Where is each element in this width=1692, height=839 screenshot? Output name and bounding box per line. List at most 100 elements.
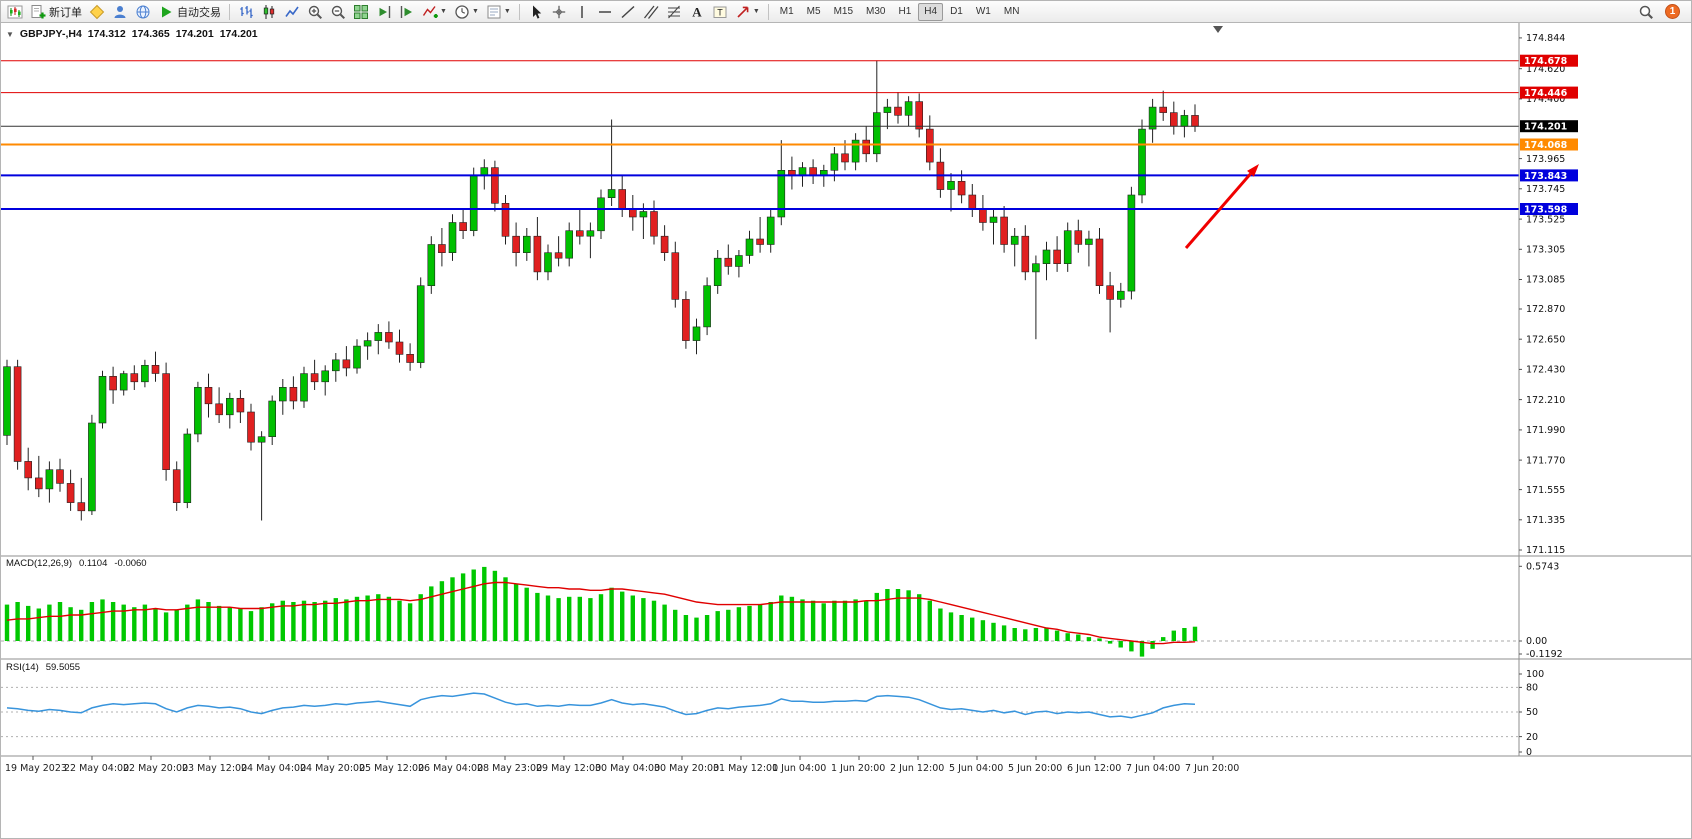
timeframe-d1-button[interactable]: D1: [950, 6, 963, 17]
svg-text:0: 0: [1526, 747, 1532, 758]
resistance-line-1-price-tag: 174.678: [1520, 54, 1578, 67]
time-axis-label: 29 May 12:00: [536, 763, 601, 774]
periods-button[interactable]: ▼: [451, 2, 482, 22]
auto-scroll-icon: [379, 5, 391, 18]
search-button[interactable]: [1635, 2, 1657, 22]
fibonacci-button[interactable]: [663, 2, 685, 22]
price-axis-label: 171.335: [1526, 515, 1565, 526]
price-axis-label: 173.525: [1526, 214, 1565, 225]
time-axis-label: 5 Jun 04:00: [949, 763, 1003, 774]
line-chart-button[interactable]: [281, 2, 303, 22]
svg-text:174.446: 174.446: [1524, 88, 1568, 99]
text-button[interactable]: A: [686, 2, 708, 22]
price-axis[interactable]: 174.844 174.620 174.400 173.965 173.745 173.5…: [1519, 33, 1578, 556]
metaeditor-icon: [89, 4, 105, 19]
horizontal-line-button[interactable]: [594, 2, 616, 22]
macd-name: MACD(12,26,9): [6, 558, 72, 569]
timeframe-m15-button[interactable]: M15: [833, 6, 854, 17]
zoom-in-button[interactable]: [304, 2, 326, 22]
notification-badge[interactable]: 1: [1665, 4, 1680, 19]
new-chart-button[interactable]: [4, 2, 26, 22]
channel-icon: [643, 5, 659, 19]
tile-windows-icon: [354, 4, 368, 19]
time-axis-label: 24 May 04:00: [241, 763, 306, 774]
timeframe-mn-button[interactable]: MN: [1003, 6, 1020, 17]
zoom-out-button[interactable]: [327, 2, 349, 22]
collapse-ohlc-icon[interactable]: ▼: [6, 29, 14, 39]
timeframe-h1-button[interactable]: H1: [898, 6, 912, 17]
chart-header: ▼ GBPJPY-,H4 174.312 174.365 174.201 174…: [6, 28, 258, 40]
auto-scroll-button[interactable]: [373, 2, 395, 22]
timeframe-w1-button[interactable]: W1: [975, 6, 991, 17]
chevron-down-icon: ▼: [471, 8, 479, 15]
timeframe-m5-button[interactable]: M5: [806, 6, 821, 17]
cursor-button[interactable]: [525, 2, 547, 22]
arrows-button[interactable]: ▼: [732, 2, 763, 22]
trendline-icon: [621, 5, 635, 18]
navigator-button[interactable]: [132, 2, 154, 22]
arrows-icon: [737, 6, 749, 18]
price-axis-label: 172.870: [1526, 304, 1565, 315]
candlestick-chart-button[interactable]: [258, 2, 280, 22]
templates-icon: [487, 5, 501, 18]
trend-arrow[interactable]: [1184, 164, 1259, 249]
time-axis-label: 26 May 04:00: [418, 763, 483, 774]
chevron-down-icon: ▼: [503, 8, 511, 15]
cursor-icon: [532, 5, 542, 19]
support-line-2-price-tag: 173.598: [1520, 203, 1578, 215]
new-order-button-label: 新订单: [49, 6, 82, 19]
indicators-button[interactable]: ▼: [419, 2, 450, 22]
crosshair-button[interactable]: [548, 2, 570, 22]
rsi-name: RSI(14): [6, 662, 39, 673]
chart-shift-button[interactable]: [396, 2, 418, 22]
rsi-value: 59.5055: [45, 662, 81, 673]
price-chart[interactable]: 174.844 174.620 174.400 173.965 173.745 173.5…: [1, 23, 1692, 839]
tile-windows-button[interactable]: [350, 2, 372, 22]
community-button[interactable]: [109, 2, 131, 22]
price-axis-label: 171.770: [1526, 455, 1565, 466]
time-axis-label: 30 May 04:00: [595, 763, 660, 774]
svg-text:174.068: 174.068: [1524, 140, 1568, 151]
price-axis-label: 172.430: [1526, 365, 1565, 376]
bar-chart-button[interactable]: [235, 2, 257, 22]
time-axis-label: 2 Jun 12:00: [890, 763, 944, 774]
price-axis-label: 173.965: [1526, 154, 1565, 165]
macd-indicator-label: MACD(12,26,9) 0.1104 -0.0060: [6, 558, 147, 569]
horizontal-line-icon: [598, 10, 611, 13]
time-axis-label: 5 Jun 20:00: [1008, 763, 1062, 774]
vertical-line-button[interactable]: [571, 2, 593, 22]
periods-icon: [455, 4, 469, 19]
new-order-button[interactable]: 新订单: [27, 2, 85, 22]
time-axis-label: 31 May 12:00: [713, 763, 778, 774]
timeframe-h4-button[interactable]: H4: [918, 2, 944, 21]
chart-window[interactable]: 174.844 174.620 174.400 173.965 173.745 173.5…: [1, 23, 1692, 839]
main-toolbar: 新订单 自动交易 ▼ ▼ ▼ A T ▼ M1 M5 M15 M30 H1 H4 D1 W1 MN 1: [1, 1, 1691, 23]
price-axis-label: 173.305: [1526, 245, 1565, 256]
text-label-button[interactable]: T: [709, 2, 731, 22]
price-axis-label: 171.555: [1526, 485, 1565, 496]
text-label-icon: T: [713, 6, 727, 18]
crosshair-icon: [552, 5, 566, 18]
chart-shift-icon: [400, 5, 412, 18]
timeframe-m1-button[interactable]: M1: [779, 6, 794, 17]
price-axis-label: 174.844: [1526, 33, 1565, 44]
time-axis-label: 23 May 12:00: [182, 763, 247, 774]
metaeditor-button[interactable]: [86, 2, 108, 22]
price-axis-label: 172.210: [1526, 395, 1565, 406]
macd-main-value: 0.1104: [79, 558, 108, 569]
rsi-line: [6, 692, 1196, 719]
time-axis-label: 24 May 20:00: [300, 763, 365, 774]
time-axis-label: 22 May 20:00: [123, 763, 188, 774]
time-axis-label: 28 May 23:00: [477, 763, 542, 774]
timeframe-m30-button[interactable]: M30: [866, 6, 886, 17]
trendline-button[interactable]: [617, 2, 639, 22]
resistance-line-2-price-tag: 174.446: [1520, 86, 1578, 99]
svg-text:80: 80: [1526, 683, 1538, 694]
autotrading-button[interactable]: 自动交易: [155, 2, 224, 22]
templates-button[interactable]: ▼: [483, 2, 514, 22]
channel-button[interactable]: [640, 2, 662, 22]
bar-chart-icon: [240, 5, 253, 18]
svg-text:0.5743: 0.5743: [1526, 562, 1559, 573]
price-axis-label: 173.745: [1526, 184, 1565, 195]
